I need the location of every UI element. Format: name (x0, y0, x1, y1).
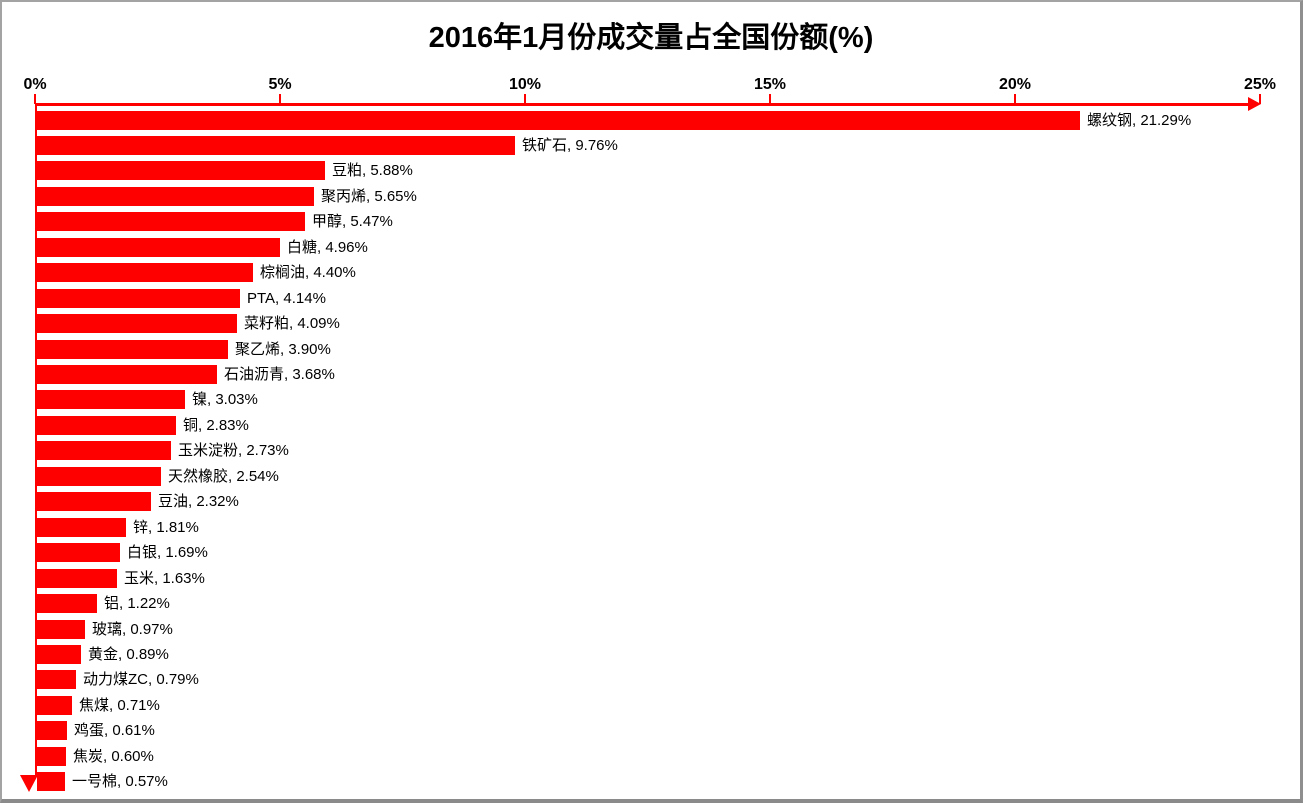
bar (37, 111, 1080, 130)
bar (37, 696, 72, 715)
bar-data-label: 玉米, 1.63% (124, 570, 205, 587)
bar-data-label: 动力煤ZC, 0.79% (83, 671, 199, 688)
bar (37, 390, 185, 409)
x-axis-tick-label: 0% (23, 76, 47, 93)
bar (37, 569, 117, 588)
bar-data-label: 一号棉, 0.57% (72, 773, 168, 790)
bar-data-label: 甲醇, 5.47% (312, 213, 393, 230)
bar-data-label: PTA, 4.14% (247, 290, 326, 307)
bar-data-label: 菜籽粕, 4.09% (244, 315, 340, 332)
x-axis-tick-mark (524, 94, 526, 104)
bar-data-label: 白银, 1.69% (127, 544, 208, 561)
x-axis-tick-label: 15% (753, 76, 787, 93)
bar (37, 263, 253, 282)
bar (37, 187, 314, 206)
x-axis-tick-mark (34, 94, 36, 104)
bar-data-label: 天然橡胶, 2.54% (168, 468, 279, 485)
bar-data-label: 黄金, 0.89% (88, 646, 169, 663)
bar (37, 594, 97, 613)
bar-data-label: 豆油, 2.32% (158, 493, 239, 510)
x-axis-tick-label: 25% (1243, 76, 1277, 93)
bar (37, 543, 120, 562)
bar (37, 416, 176, 435)
bar (37, 620, 85, 639)
bar (37, 721, 67, 740)
bar-data-label: 铜, 2.83% (183, 417, 249, 434)
bar (37, 492, 151, 511)
y-axis-line (35, 103, 37, 777)
x-axis-tick-mark (1014, 94, 1016, 104)
x-axis-tick-mark (279, 94, 281, 104)
x-axis-arrow-right-icon (1248, 97, 1261, 111)
x-axis-tick-label: 10% (508, 76, 542, 93)
bar-data-label: 聚乙烯, 3.90% (235, 341, 331, 358)
bar (37, 314, 237, 333)
x-axis-tick-mark (1259, 94, 1261, 104)
bar-data-label: 螺纹钢, 21.29% (1087, 112, 1192, 129)
bar-data-label: 玻璃, 0.97% (92, 621, 173, 638)
bar-data-label: 玉米淀粉, 2.73% (178, 442, 289, 459)
bar-data-label: 锌, 1.81% (133, 519, 199, 536)
bar-data-label: 焦炭, 0.60% (73, 748, 154, 765)
bar-data-label: 焦煤, 0.71% (79, 697, 160, 714)
bar-data-label: 铁矿石, 9.76% (522, 137, 618, 154)
bar (37, 670, 76, 689)
x-axis-tick-label: 5% (268, 76, 292, 93)
bar-data-label: 铝, 1.22% (104, 595, 170, 612)
bar-data-label: 镍, 3.03% (192, 391, 258, 408)
bar-data-label: 石油沥青, 3.68% (224, 366, 335, 383)
chart-title: 2016年1月份成交量占全国份额(%) (428, 22, 874, 54)
bar (37, 340, 228, 359)
bar (37, 747, 66, 766)
bar (37, 238, 280, 257)
bar (37, 518, 126, 537)
bar-data-label: 鸡蛋, 0.61% (74, 722, 155, 739)
bar-data-label: 豆粕, 5.88% (332, 162, 413, 179)
bar (37, 289, 240, 308)
bar (37, 467, 161, 486)
y-axis-arrow-down-icon (20, 775, 38, 792)
bar-data-label: 聚丙烯, 5.65% (321, 188, 417, 205)
bar-data-label: 白糖, 4.96% (287, 239, 368, 256)
bar (37, 136, 515, 155)
bar (37, 441, 171, 460)
bar (37, 772, 65, 791)
bar (37, 365, 217, 384)
bar (37, 645, 81, 664)
bar (37, 161, 325, 180)
bar-data-label: 棕榈油, 4.40% (260, 264, 356, 281)
x-axis-tick-mark (769, 94, 771, 104)
x-axis-tick-label: 20% (998, 76, 1032, 93)
x-axis-line (35, 103, 1248, 106)
bar (37, 212, 305, 231)
